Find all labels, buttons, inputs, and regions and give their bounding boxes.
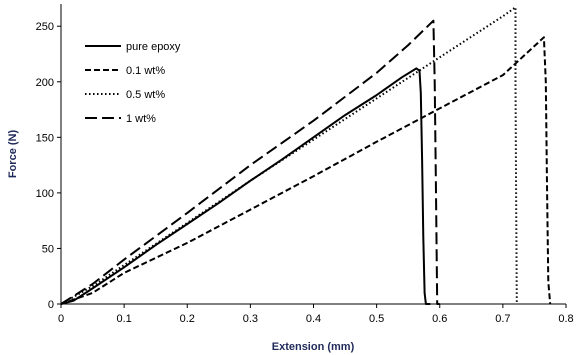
x-tick-label: 0.7 (495, 313, 510, 325)
x-tick-label: 0.1 (116, 313, 131, 325)
y-tick-label: 0 (48, 299, 54, 311)
x-tick-label: 0.6 (432, 313, 447, 325)
y-tick-label: 50 (42, 243, 54, 255)
x-axis-title: Extension (mm) (272, 341, 355, 353)
x-tick-label: 0 (58, 313, 64, 325)
series-line-4 (60, 19, 440, 305)
series-layer (60, 6, 552, 305)
x-tick-label: 0.2 (180, 313, 195, 325)
legend-label: 0.5 wt% (126, 89, 165, 101)
y-axis-title: Force (N) (7, 130, 19, 179)
x-tick-label: 0.3 (243, 313, 258, 325)
legend-label: 1 wt% (126, 113, 156, 125)
x-tick-label: 0.8 (558, 313, 573, 325)
y-tick-label: 200 (36, 77, 54, 89)
series-line-2 (60, 36, 552, 305)
series-line-3 (60, 6, 518, 305)
x-tick-label: 0.5 (369, 313, 384, 325)
legend: pure epoxy 0.1 wt% 0.5 wt% 1 wt% (85, 41, 181, 125)
x-tick-group: 0 0.1 0.2 0.3 0.4 0.5 0.6 0.7 0.8 (58, 304, 574, 325)
y-tick-group: 0 50 100 150 200 250 (36, 21, 61, 311)
y-tick-label: 150 (36, 132, 54, 144)
legend-label: pure epoxy (126, 41, 181, 53)
series-line-1 (60, 67, 431, 305)
legend-label: 0.1 wt% (126, 65, 165, 77)
x-tick-label: 0.4 (306, 313, 321, 325)
y-tick-label: 100 (36, 188, 54, 200)
y-tick-label: 250 (36, 21, 54, 33)
